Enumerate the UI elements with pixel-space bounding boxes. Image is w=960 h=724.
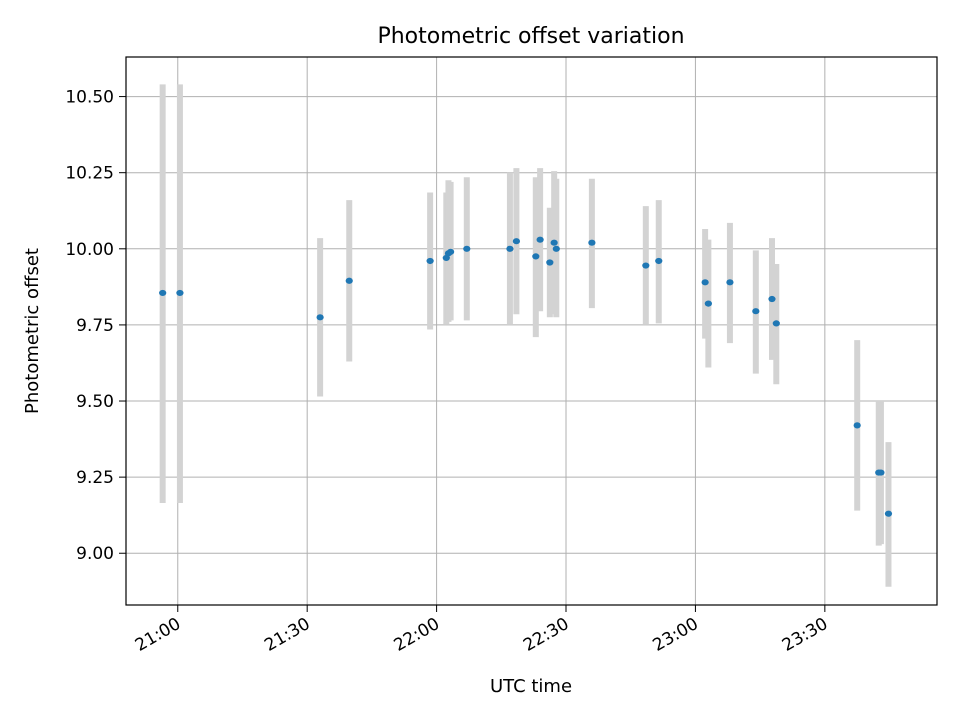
data-point [159, 289, 167, 297]
y-tick-label: 9.50 [76, 392, 114, 412]
data-points [159, 236, 893, 517]
data-point [463, 245, 471, 252]
y-tick-label: 9.25 [76, 468, 114, 488]
data-point [655, 257, 663, 265]
data-point [176, 289, 184, 297]
y-tick-label: 9.00 [76, 544, 114, 564]
data-point [552, 245, 560, 252]
x-axis-label: UTC time [490, 676, 572, 697]
data-point [550, 239, 558, 246]
data-point [772, 320, 780, 327]
data-point [546, 259, 554, 266]
data-point [877, 469, 885, 476]
data-point [316, 314, 324, 321]
data-point [768, 295, 776, 303]
data-point [588, 239, 596, 246]
data-point [426, 257, 434, 265]
data-point [506, 245, 514, 252]
y-axis-label: Photometric offset [22, 248, 43, 414]
axis-ticks: 21:00 21:30 22:00 22:30 23:00 23:309.009.259.… [65, 88, 831, 656]
data-point [536, 236, 544, 243]
data-point [345, 277, 353, 284]
data-point [447, 248, 455, 255]
y-tick-label: 10.25 [65, 164, 114, 184]
data-point [752, 308, 760, 315]
grid [126, 57, 937, 605]
data-point [701, 279, 709, 286]
data-point [884, 510, 893, 517]
data-point [704, 300, 712, 307]
y-tick-label: 10.50 [65, 88, 114, 108]
data-point [532, 253, 540, 260]
plot-frame [125, 56, 938, 606]
data-point [642, 262, 650, 269]
data-point [726, 279, 734, 286]
data-point [853, 422, 861, 429]
chart-title: Photometric offset variation [377, 24, 684, 49]
y-tick-label: 10.00 [65, 240, 114, 260]
data-point [512, 238, 521, 245]
y-tick-label: 9.75 [76, 316, 114, 336]
